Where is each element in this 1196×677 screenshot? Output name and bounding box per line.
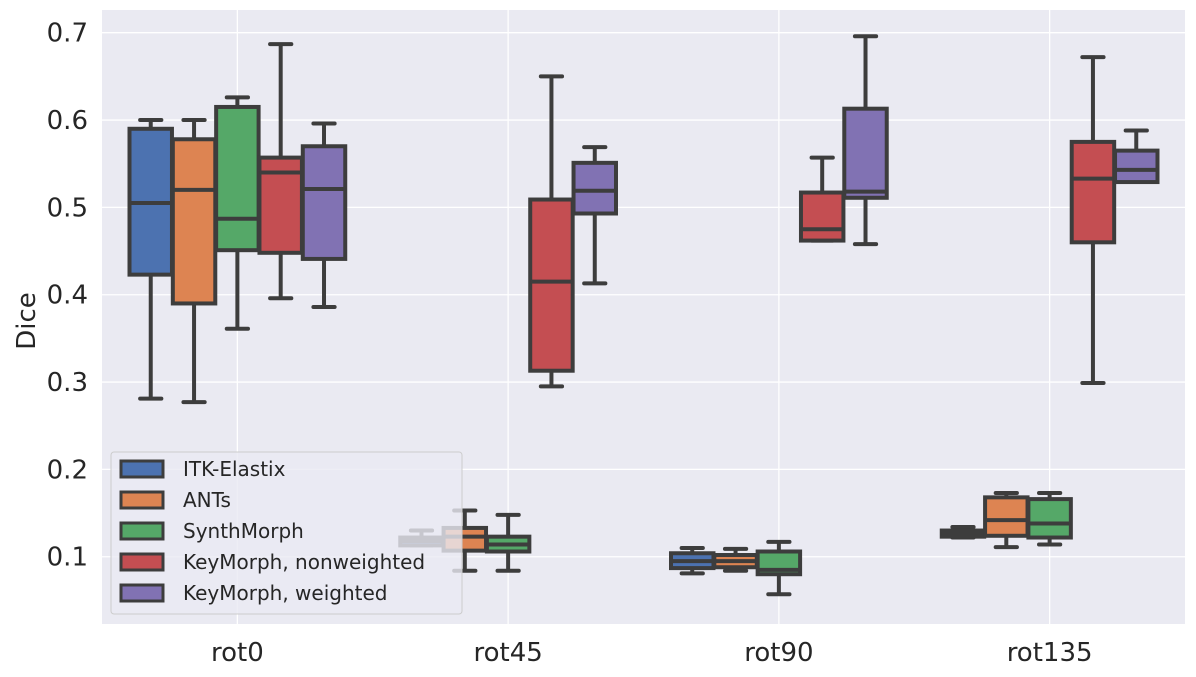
box	[1026, 497, 1073, 540]
legend-frame	[110, 451, 463, 615]
box	[1069, 139, 1117, 245]
y-tick-label: 0.4	[47, 281, 88, 311]
legend-swatch	[119, 459, 165, 479]
legend-label: ITK-Elastix	[183, 457, 286, 481]
box	[983, 495, 1030, 538]
x-tick-label: rot90	[744, 638, 813, 668]
y-tick-label: 0.2	[47, 455, 88, 485]
x-tick-labels: rot0 rot45 rot90 rot135	[211, 638, 1093, 668]
box	[1113, 148, 1160, 185]
legend-label: KeyMorph, nonweighted	[183, 550, 425, 574]
series-keymorph-nonweighted	[257, 42, 1117, 389]
x-tick-label: rot135	[1007, 638, 1093, 668]
box	[214, 104, 261, 253]
y-tick-labels: 0.1 0.2 0.3 0.4 0.5 0.6 0.7	[47, 19, 88, 573]
legend-swatch	[119, 490, 165, 510]
y-tick-label: 0.5	[47, 193, 88, 223]
x-tick-label: rot0	[211, 638, 264, 668]
x-tick-label: rot45	[473, 638, 542, 668]
box-series	[127, 34, 1160, 597]
box	[798, 190, 846, 243]
series-keymorph-weighted	[300, 34, 1160, 309]
series-synthmorph	[214, 95, 1073, 597]
box	[170, 137, 218, 306]
y-axis-title: Dice	[12, 292, 42, 350]
legend-swatch	[119, 552, 165, 572]
box	[842, 106, 889, 200]
box	[300, 144, 348, 261]
box	[571, 160, 618, 216]
legend-label: ANTs	[183, 488, 231, 512]
y-tick-label: 0.3	[47, 368, 88, 398]
legend: ITK-Elastix ANTs SynthMorph KeyMorph, nonwe…	[110, 451, 463, 615]
legend-swatch	[119, 583, 165, 603]
legend-swatch	[119, 521, 165, 541]
box	[528, 197, 575, 373]
y-tick-label: 0.1	[47, 543, 88, 573]
y-tick-label: 0.6	[47, 106, 88, 136]
legend-label: KeyMorph, weighted	[183, 581, 388, 605]
y-tick-label: 0.7	[47, 19, 88, 49]
legend-label: SynthMorph	[183, 519, 304, 543]
